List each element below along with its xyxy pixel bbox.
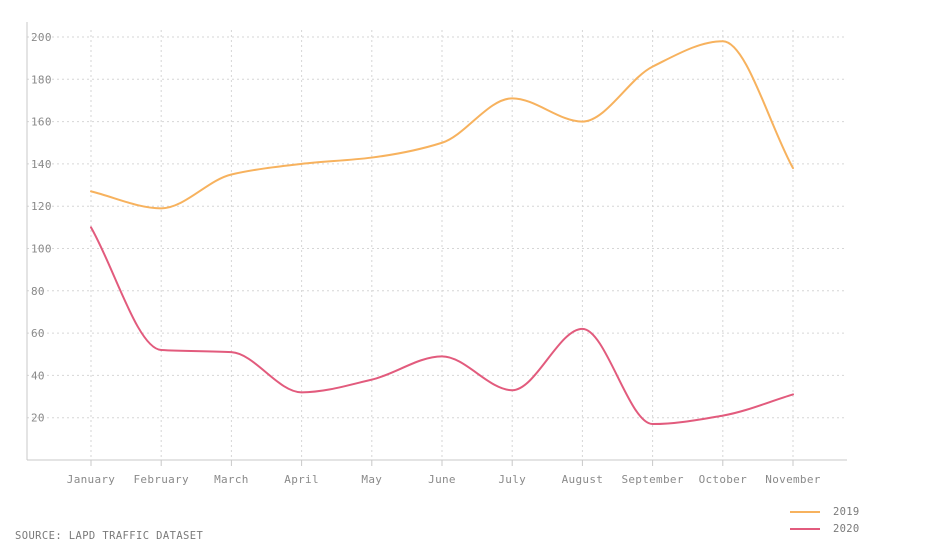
y-tick-label: 60 <box>31 327 45 340</box>
series-line-2019 <box>90 40 794 210</box>
x-tick-label: August <box>562 473 604 486</box>
x-tick-label: February <box>134 473 189 486</box>
axes <box>26 22 847 461</box>
y-tick-label: 180 <box>31 73 52 86</box>
source-note: SOURCE: LAPD TRAFFIC DATASET <box>15 530 204 542</box>
y-axis-ticks: 20 40 60 80 100 120 140 160 180 200 <box>31 31 52 425</box>
x-tick-label: May <box>361 473 382 486</box>
grid-lines <box>27 30 845 460</box>
legend-label-2019: 2019 <box>833 505 860 518</box>
legend-item-2019: 2019 <box>790 503 860 520</box>
y-tick-label: 160 <box>31 116 52 129</box>
series-line-2020 <box>90 226 794 426</box>
legend-item-2020: 2020 <box>790 520 860 537</box>
y-tick-label: 80 <box>31 285 45 298</box>
y-tick-label: 100 <box>31 243 52 256</box>
y-tick-label: 120 <box>31 200 52 213</box>
y-tick-label: 40 <box>31 369 45 382</box>
series-lines <box>90 40 794 426</box>
y-tick-label: 200 <box>31 31 52 44</box>
legend-label-2020: 2020 <box>833 522 860 535</box>
legend-swatch-2020 <box>790 527 820 530</box>
x-tick-label: October <box>699 473 748 486</box>
x-axis-ticks: January February March April May June July Augu… <box>67 460 820 486</box>
x-tick-label: March <box>214 473 249 486</box>
x-tick-label: June <box>428 473 456 486</box>
x-tick-label: April <box>284 473 319 486</box>
x-tick-label: January <box>67 473 116 486</box>
x-tick-label: July <box>498 473 526 486</box>
y-tick-label: 140 <box>31 158 52 171</box>
legend: 2019 2020 <box>790 503 860 537</box>
legend-swatch-2019 <box>790 510 820 513</box>
x-tick-label: September <box>621 473 683 486</box>
x-tick-label: November <box>765 473 820 486</box>
y-tick-label: 20 <box>31 412 45 425</box>
